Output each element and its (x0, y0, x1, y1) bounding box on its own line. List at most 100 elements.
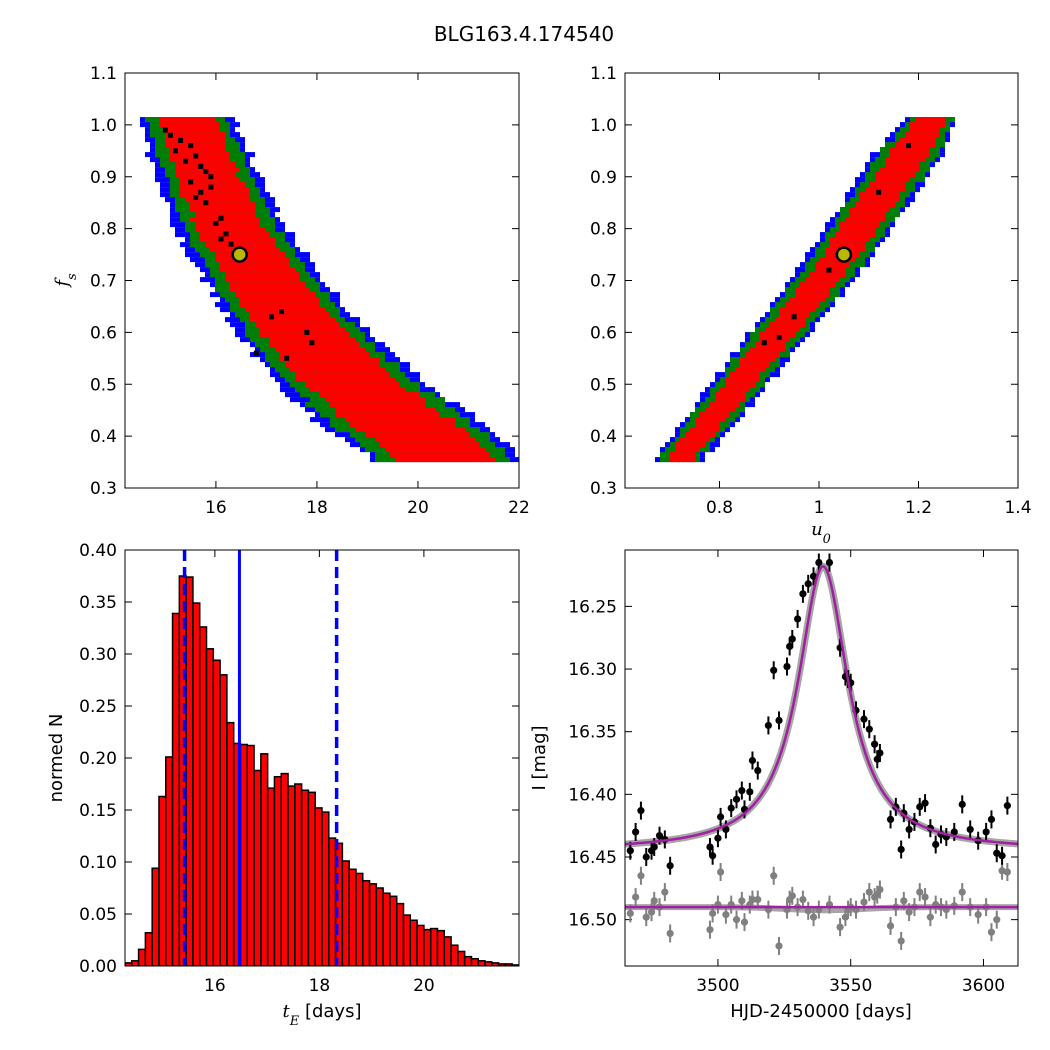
histogram-bar (423, 928, 432, 966)
sigma1-cell (730, 372, 760, 378)
sample-cell (198, 189, 204, 195)
residual-point (987, 928, 996, 936)
sigma1-cell (245, 307, 325, 313)
residual-point (876, 885, 884, 894)
sigma1-cell (725, 377, 760, 383)
residual-point (916, 888, 924, 896)
data-point (886, 815, 895, 823)
sigma1-cell (195, 212, 255, 218)
sigma1-cell (885, 162, 920, 168)
histogram-bar (484, 961, 493, 966)
sample-cell (826, 267, 832, 273)
data-point (727, 804, 735, 812)
data-point (642, 853, 650, 861)
sigma1-cell (195, 222, 260, 228)
sigma1-cell (335, 407, 435, 413)
sigma1-cell (900, 137, 935, 143)
residual-point (661, 888, 669, 896)
sigma1-cell (320, 392, 420, 398)
sigma1-cell (830, 242, 865, 248)
sigma1-cell (700, 412, 730, 418)
data-point (905, 825, 913, 834)
histogram-bar (348, 868, 357, 966)
x-tick-label: 3600 (962, 976, 1005, 996)
residual-point (748, 895, 757, 904)
histogram-bar (131, 960, 140, 966)
sigma1-cell (180, 182, 245, 188)
histogram-bar (266, 787, 276, 966)
sigma1-cell (285, 362, 380, 368)
sigma1-cell (850, 212, 885, 218)
model-curve (625, 564, 1018, 846)
data-point (655, 832, 664, 840)
sigma1-cell (335, 412, 440, 418)
sigma1-cell (180, 187, 250, 193)
histogram-bar (443, 936, 452, 966)
sigma1-cell (250, 312, 330, 318)
histogram-bar (273, 775, 282, 966)
y-axis-label: fs (52, 273, 80, 289)
y-tick-label: 0.9 (590, 168, 617, 188)
data-point (775, 716, 783, 725)
residual-point (732, 916, 741, 924)
residual-point (738, 897, 746, 905)
x-axis-label: tE [days] (283, 1001, 362, 1029)
data-point (966, 825, 974, 834)
histogram-bar (205, 648, 215, 966)
histogram-bar (382, 892, 391, 966)
sigma1-cell (725, 382, 755, 388)
histogram-bars (125, 550, 519, 966)
x-tick-label: 1.4 (1004, 498, 1031, 518)
sigma1-cell (765, 327, 800, 333)
sigma1-cell (795, 287, 830, 293)
residual-point (706, 926, 714, 934)
data-point (748, 756, 757, 765)
sigma1-cell (165, 137, 225, 143)
y-tick-label: 1.0 (590, 116, 617, 136)
residual-point (836, 923, 844, 931)
sigma1-cell (230, 287, 310, 293)
y-tick-label: 0.8 (90, 220, 117, 240)
sigma1-cell (705, 407, 735, 413)
data-point (632, 828, 640, 836)
sigma1-cell (675, 447, 700, 453)
residual-point (647, 908, 656, 916)
y-tick-label: 0.30 (79, 645, 117, 665)
histogram-bar (307, 791, 316, 966)
x-tick-label: 0.8 (706, 498, 733, 518)
sigma1-cell (250, 317, 335, 323)
sigma1-cell (180, 192, 250, 198)
sigma1-cell (720, 387, 750, 393)
sigma1-cell (680, 437, 710, 443)
sigma1-cell (350, 422, 455, 428)
sigma1-cell (790, 297, 825, 303)
best-fit-marker (231, 246, 248, 263)
axes-frame (124, 72, 520, 489)
residual-point (921, 893, 929, 901)
x-tick-label: 20 (407, 498, 429, 518)
sigma1-cell (850, 207, 890, 213)
x-tick-label: 16 (204, 976, 226, 996)
data-point (666, 862, 674, 870)
sigma1-cell (670, 457, 695, 463)
y-tick-label: 0.20 (79, 749, 117, 769)
histogram-bar (192, 602, 201, 966)
sample-cell (218, 215, 224, 221)
sigma1-cell (200, 232, 270, 238)
y-tick-label: 0.5 (90, 375, 117, 395)
histogram-bar (171, 612, 181, 966)
panel-light-curve: 3500 3550 3600 16.25 16.30 16.35 16.40 16.45 16.… (529, 549, 1019, 1022)
y-tick-label: 16.30 (568, 660, 617, 680)
x-tick-label: 22 (508, 498, 530, 518)
data-point (722, 825, 730, 834)
sigma1-cell (835, 232, 875, 238)
sample-cell (193, 195, 199, 200)
y-tick-label: 0.6 (90, 323, 117, 343)
residual-point (1003, 868, 1011, 876)
data-point (950, 828, 958, 836)
data-point (865, 725, 873, 733)
histogram-bar (314, 807, 323, 966)
data-point (709, 852, 717, 860)
sigma1-cell (205, 242, 275, 248)
